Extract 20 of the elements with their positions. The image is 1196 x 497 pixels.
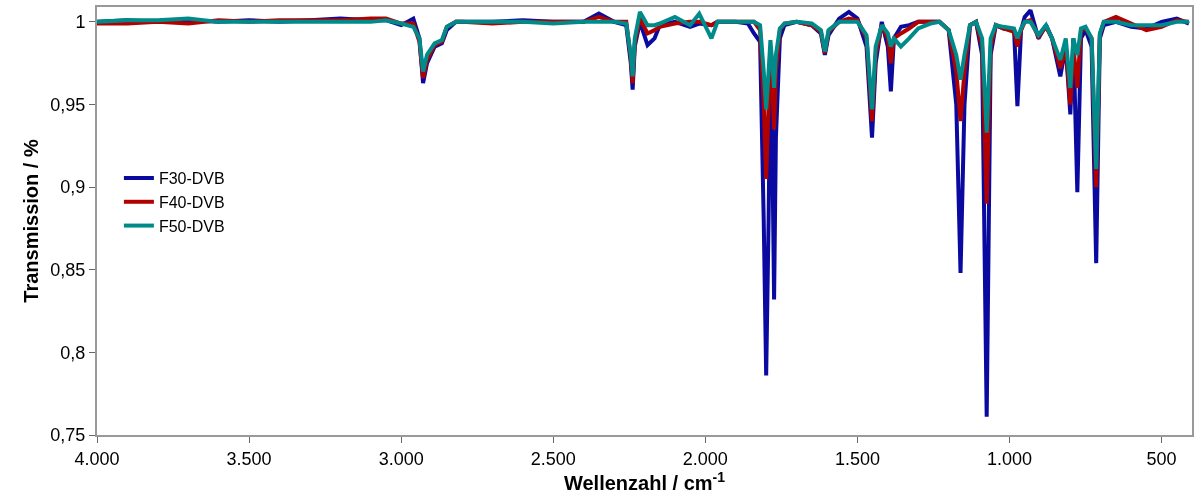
y-tick-label: 1 [75,12,86,33]
line-series [97,9,1191,171]
legend-label: F50-DVB [158,217,225,235]
legend-label: F40-DVB [158,194,225,212]
x-tick-label: 2.000 [682,448,728,469]
x-axis-title: Wellenzahl / cm$^{-1}$ [563,468,726,494]
x-tick-label: 3.500 [226,448,272,469]
x-tick-label: 4.000 [74,448,120,469]
x-tick-label: 3.000 [378,448,424,469]
legend-label: F30-DVB [158,170,225,188]
y-tick-label: 0,95 [50,94,86,115]
x-tick-label: 2.500 [530,448,576,469]
x-tick-label: 1.000 [986,448,1033,469]
x-tick-label: 500 [1146,448,1177,469]
y-tick-label: 0,9 [60,177,86,198]
y-axis-title: Transmission / % [20,139,43,303]
y-tick-label: 0,8 [60,342,86,363]
x-tick-label: 1.500 [834,448,880,469]
y-tick-label: 0,85 [50,260,86,281]
y-tick-label: 0,75 [50,425,86,446]
